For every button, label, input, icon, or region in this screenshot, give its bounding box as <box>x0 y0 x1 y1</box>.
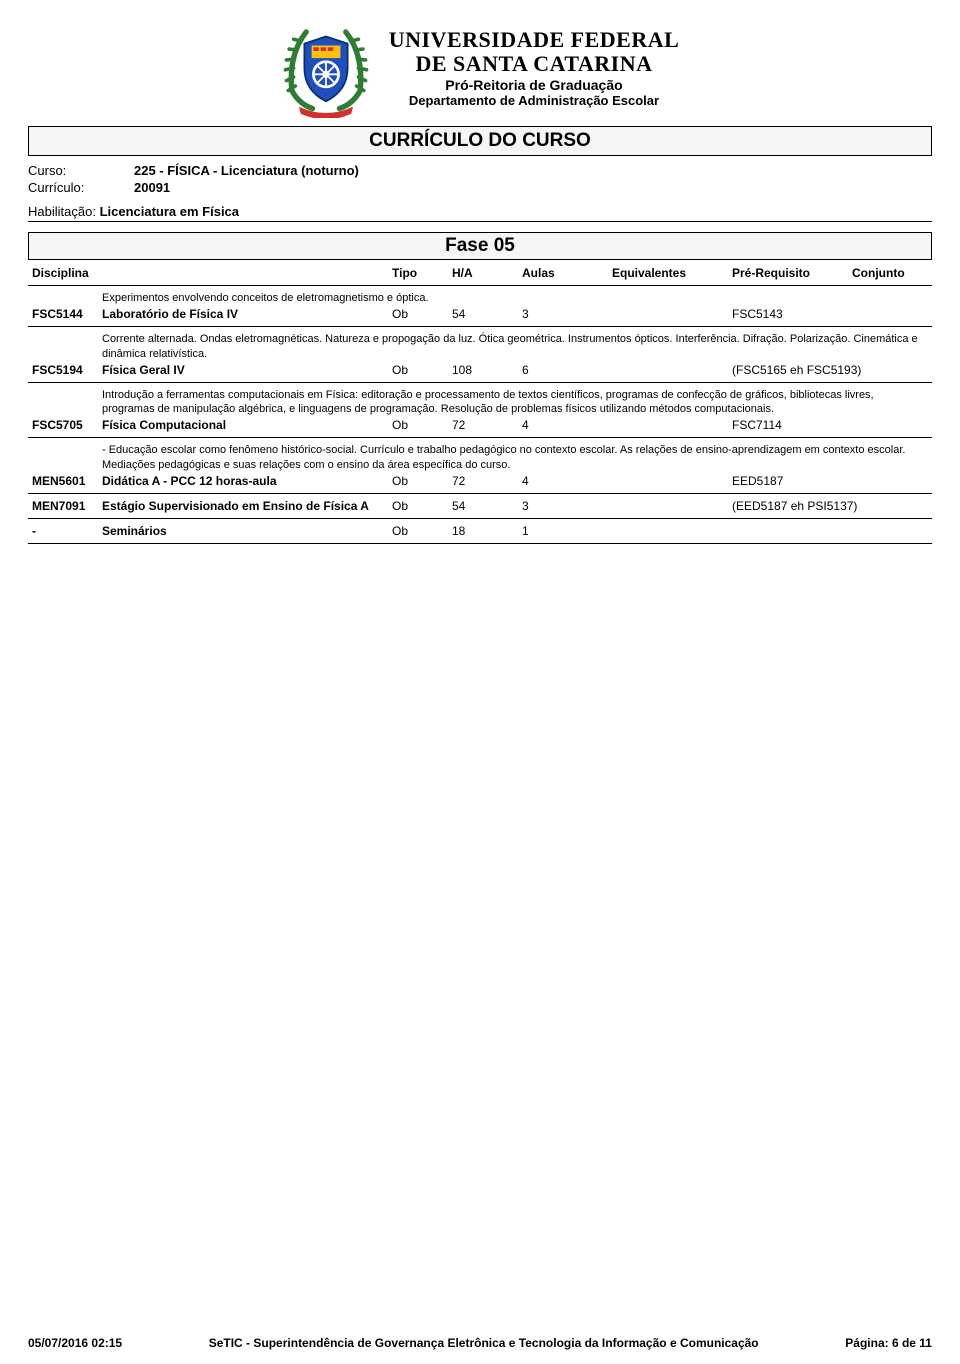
habilitacao-value: Licenciatura em Física <box>100 204 239 219</box>
page-footer: 05/07/2016 02:15 SeTIC - Superintendênci… <box>28 1336 932 1350</box>
entry-code: MEN5601 <box>32 474 102 488</box>
table-row: - Educação escolar como fenômeno históri… <box>28 438 932 494</box>
table-row: MEN7091Estágio Supervisionado em Ensino … <box>28 494 932 519</box>
entry-ha: 72 <box>452 418 522 432</box>
entry-code: FSC5705 <box>32 418 102 432</box>
document-title: CURRÍCULO DO CURSO <box>28 126 932 156</box>
col-equivalentes: Equivalentes <box>612 266 732 280</box>
phase-title: Fase 05 <box>28 232 932 260</box>
entry-pre: FSC5143 <box>732 307 882 321</box>
footer-org: SeTIC - Superintendência de Governança E… <box>209 1336 759 1350</box>
table-header-row: Disciplina Tipo H/A Aulas Equivalentes P… <box>28 260 932 286</box>
entry-code: MEN7091 <box>32 499 102 513</box>
habilitacao-label: Habilitação: <box>28 204 96 219</box>
entry-ha: 54 <box>452 307 522 321</box>
course-meta: Curso: 225 - FÍSICA - Licenciatura (notu… <box>28 162 932 222</box>
entry-pre: EED5187 <box>732 474 882 488</box>
header-logo: UNIVERSIDADE FEDERAL DE SANTA CATARINA P… <box>28 18 932 118</box>
table-row: Introdução a ferramentas computacionais … <box>28 383 932 439</box>
table-row: Corrente alternada. Ondas eletromagnétic… <box>28 327 932 383</box>
entry-code: FSC5144 <box>32 307 102 321</box>
entry-code: FSC5194 <box>32 363 102 377</box>
entry-data-row: MEN7091Estágio Supervisionado em Ensino … <box>32 499 928 513</box>
curso-label: Curso: <box>28 163 106 178</box>
entry-aulas: 4 <box>522 418 612 432</box>
entry-aulas: 3 <box>522 307 612 321</box>
entry-pre: (FSC5165 eh FSC5193) <box>732 363 882 377</box>
footer-datetime: 05/07/2016 02:15 <box>28 1336 122 1350</box>
entry-data-row: MEN5601Didática A - PCC 12 horas-aulaOb7… <box>32 474 928 488</box>
entry-aulas: 3 <box>522 499 612 513</box>
entry-data-row: FSC5705Física ComputacionalOb724 FSC7114 <box>32 418 928 432</box>
university-name-line1: UNIVERSIDADE FEDERAL <box>389 28 680 51</box>
col-tipo: Tipo <box>392 266 452 280</box>
entry-name: Laboratório de Física IV <box>102 307 392 321</box>
university-subtitle-2: Departamento de Administração Escolar <box>389 93 680 108</box>
entry-ha: 108 <box>452 363 522 377</box>
entry-tipo: Ob <box>392 307 452 321</box>
curriculo-value: 20091 <box>134 180 170 195</box>
entry-name: Estágio Supervisionado em Ensino de Físi… <box>102 499 392 513</box>
entry-description: Introdução a ferramentas computacionais … <box>32 388 928 417</box>
entry-aulas: 1 <box>522 524 612 538</box>
entry-tipo: Ob <box>392 474 452 488</box>
entry-name: Física Computacional <box>102 418 392 432</box>
entry-name: Didática A - PCC 12 horas-aula <box>102 474 392 488</box>
entry-tipo: Ob <box>392 524 452 538</box>
entry-aulas: 6 <box>522 363 612 377</box>
footer-page: Página: 6 de 11 <box>845 1336 932 1350</box>
entry-ha: 54 <box>452 499 522 513</box>
col-aulas: Aulas <box>522 266 612 280</box>
university-subtitle-1: Pró-Reitoria de Graduação <box>389 77 680 93</box>
entry-code: - <box>32 524 102 538</box>
entries-list: Experimentos envolvendo conceitos de ele… <box>28 286 932 544</box>
entry-aulas: 4 <box>522 474 612 488</box>
entry-tipo: Ob <box>392 363 452 377</box>
col-conjunto: Conjunto <box>852 266 928 280</box>
col-ha: H/A <box>452 266 522 280</box>
table-row: Experimentos envolvendo conceitos de ele… <box>28 286 932 327</box>
entry-ha: 72 <box>452 474 522 488</box>
col-disciplina: Disciplina <box>32 266 392 280</box>
entry-data-row: -SemináriosOb181 <box>32 524 928 538</box>
entry-name: Física Geral IV <box>102 363 392 377</box>
entry-description: Experimentos envolvendo conceitos de ele… <box>32 291 928 305</box>
curriculo-label: Currículo: <box>28 180 106 195</box>
entry-tipo: Ob <box>392 418 452 432</box>
entry-data-row: FSC5194Física Geral IVOb1086 (FSC5165 eh … <box>32 363 928 377</box>
table-row: -SemináriosOb181 <box>28 519 932 544</box>
curso-value: 225 - FÍSICA - Licenciatura (noturno) <box>134 163 359 178</box>
entry-description: Corrente alternada. Ondas eletromagnétic… <box>32 332 928 361</box>
entry-pre: FSC7114 <box>732 418 882 432</box>
university-text-block: UNIVERSIDADE FEDERAL DE SANTA CATARINA P… <box>389 28 680 107</box>
entry-name: Seminários <box>102 524 392 538</box>
entry-tipo: Ob <box>392 499 452 513</box>
entry-pre: (EED5187 eh PSI5137) <box>732 499 882 513</box>
entry-description: - Educação escolar como fenômeno históri… <box>32 443 928 472</box>
col-pre-requisito: Pré-Requisito <box>732 266 852 280</box>
entry-data-row: FSC5144Laboratório de Física IVOb543 FSC5… <box>32 307 928 321</box>
university-crest-icon <box>281 18 371 118</box>
entry-ha: 18 <box>452 524 522 538</box>
university-name-line2: DE SANTA CATARINA <box>389 52 680 75</box>
